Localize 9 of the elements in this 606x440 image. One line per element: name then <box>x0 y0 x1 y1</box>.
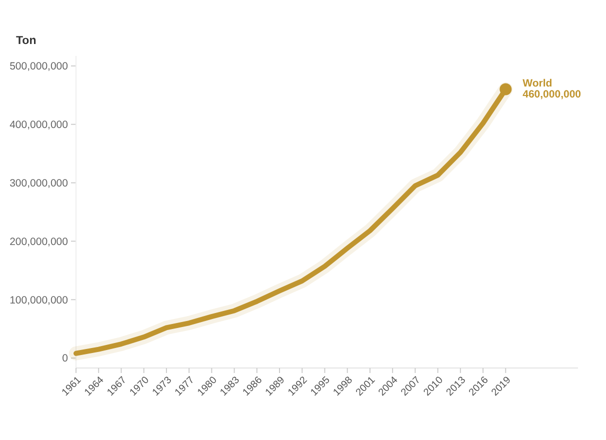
y-axis-title: Ton <box>16 35 36 47</box>
y-tick-label: 100,000,000 <box>10 294 68 306</box>
y-tick-label: 400,000,000 <box>10 119 68 132</box>
y-tick-label: 0 <box>62 352 68 365</box>
data-label: 460,000,000 <box>522 88 582 100</box>
y-tick-label: 300,000,000 <box>10 177 68 190</box>
y-tick-label: 500,000,000 <box>10 60 68 73</box>
series-label: World <box>522 77 552 90</box>
y-tick-label: 200,000,000 <box>10 236 68 248</box>
